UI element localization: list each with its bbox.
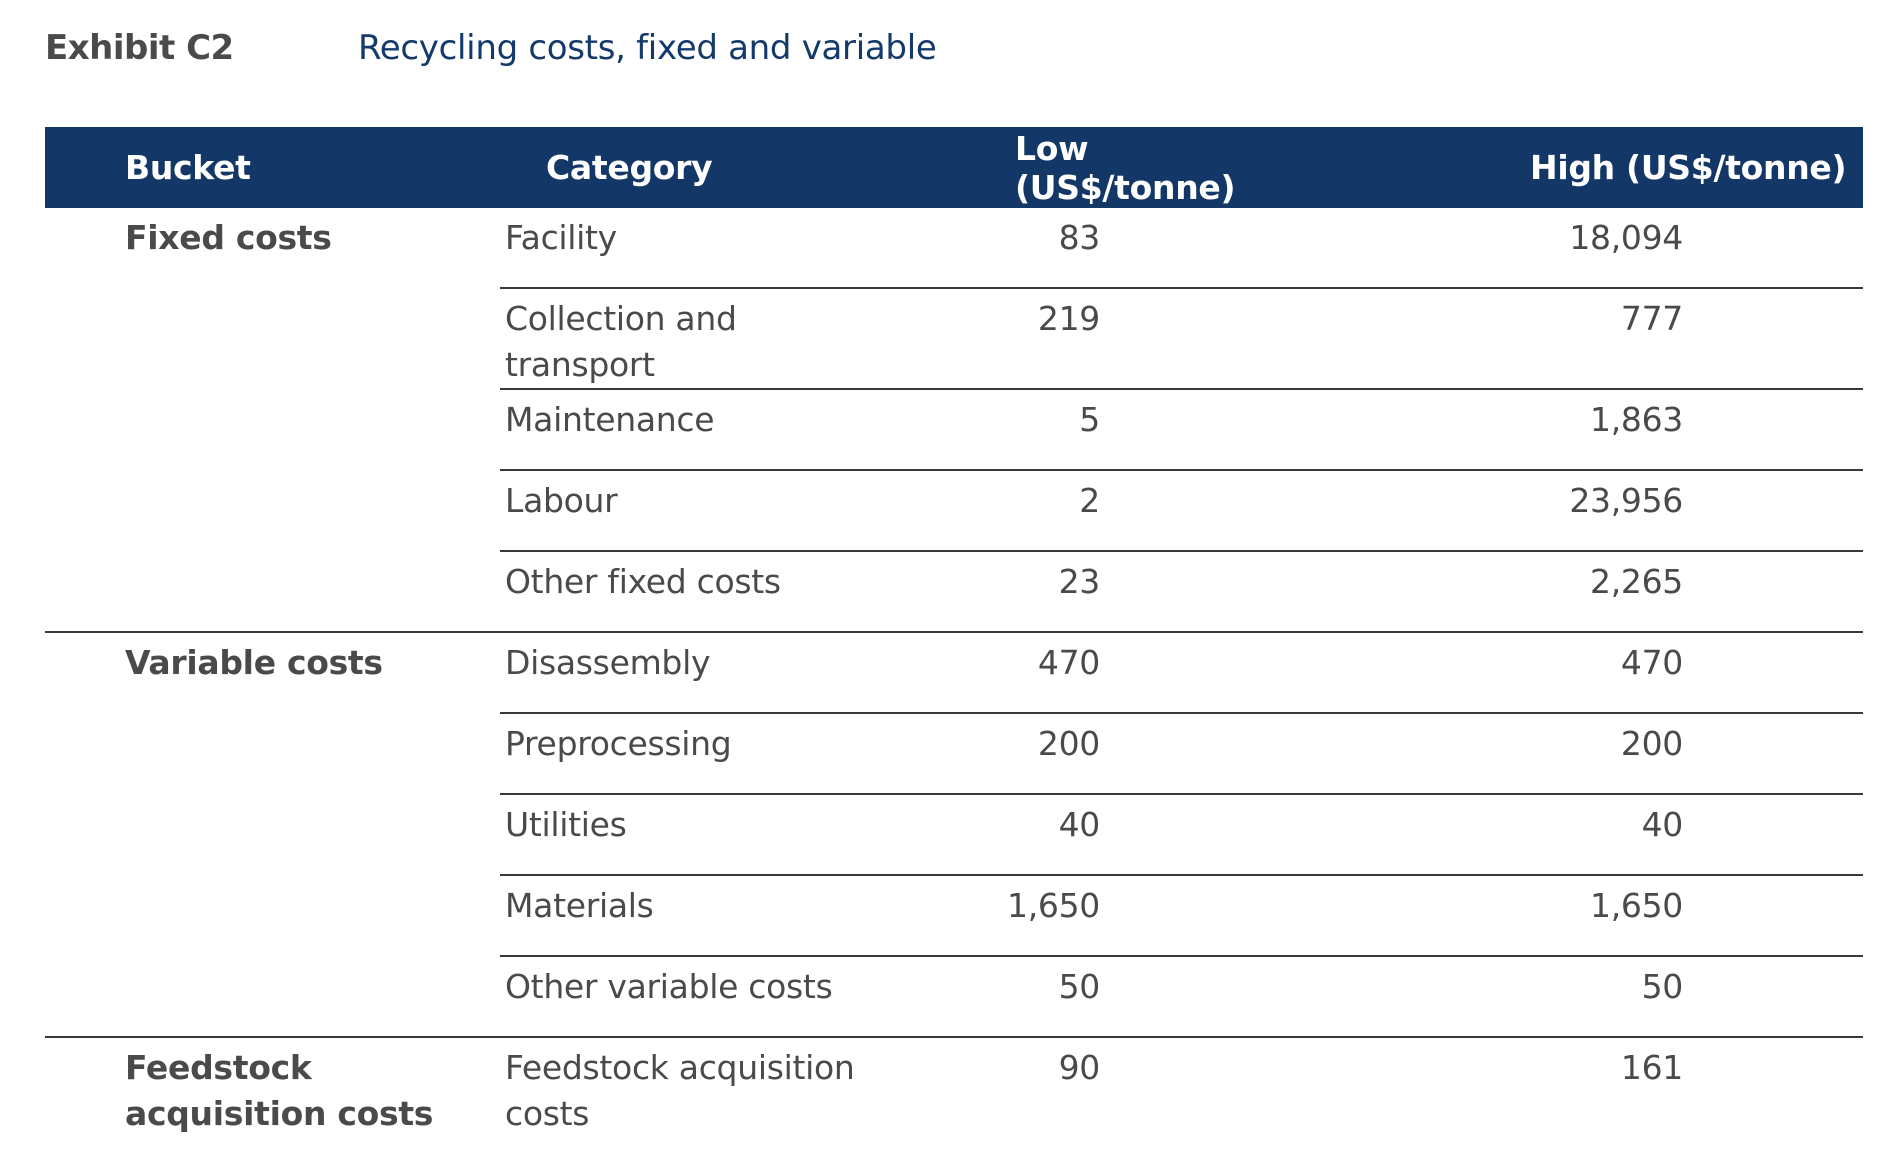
table-row: Materials 1,650 1,650 (45, 875, 1863, 957)
table-row: Feedstock acquisition costs Feedstock ac… (45, 1036, 1863, 1155)
category-cell: Collection and transport (500, 288, 890, 390)
table-body: Fixed costs Facility 83 18,094 Collectio… (45, 208, 1863, 1155)
low-value-cell: 40 (890, 794, 1290, 876)
bucket-variable-costs: Variable costs (45, 631, 500, 1037)
table-row: Preprocessing 200 200 (45, 713, 1863, 795)
high-value-cell: 23,956 (1290, 470, 1863, 552)
low-value-cell: 83 (890, 208, 1290, 289)
high-value-cell: 470 (1290, 631, 1863, 714)
header-row: Bucket Category Low (US$/tonne) High (US… (45, 127, 1863, 208)
category-cell: Labour (500, 470, 890, 552)
low-value-cell: 50 (1058, 967, 1101, 1006)
table-row: Other fixed costs 23 2,265 (45, 551, 1863, 632)
category-cell: Maintenance (500, 389, 890, 471)
exhibit-label: Exhibit C2 (45, 28, 234, 68)
high-value-cell: 50 (1641, 967, 1684, 1006)
high-value-cell: 777 (1290, 288, 1863, 390)
category-cell: Utilities (500, 794, 890, 876)
low-value-cell: 2 (890, 470, 1290, 552)
high-value-cell: 18,094 (1290, 208, 1863, 289)
low-value-cell: 200 (890, 713, 1290, 795)
category-cell: Materials (500, 875, 890, 957)
category-cell: Other fixed costs (505, 562, 781, 601)
table-row: Labour 2 23,956 (45, 470, 1863, 552)
high-value-cell: 2,265 (1590, 562, 1683, 601)
category-cell: Facility (500, 208, 890, 289)
cost-table-container: Bucket Category Low (US$/tonne) High (US… (45, 127, 1863, 1155)
low-value-cell: 23 (1058, 562, 1101, 601)
high-value-cell: 161 (1290, 1036, 1863, 1155)
low-value-cell: 219 (890, 288, 1290, 390)
high-value-cell: 200 (1290, 713, 1863, 795)
low-value-cell: 1,650 (890, 875, 1290, 957)
bucket-fixed-costs: Fixed costs (125, 218, 332, 257)
exhibit-header: Exhibit C2 Recycling costs, fixed and va… (45, 22, 1888, 74)
table-row: Utilities 40 40 (45, 794, 1863, 876)
category-cell: Disassembly (500, 631, 890, 714)
table-row: Collection and transport 219 777 (45, 288, 1863, 390)
table-row: Fixed costs Facility 83 18,094 (45, 208, 1863, 289)
category-cell: Other variable costs (505, 967, 833, 1006)
cost-table: Bucket Category Low (US$/tonne) High (US… (45, 127, 1863, 1155)
low-value-cell: 90 (890, 1036, 1290, 1155)
column-header-low: Low (US$/tonne) (890, 127, 1290, 208)
low-value-cell: 470 (890, 631, 1290, 714)
column-header-category: Category (500, 127, 890, 208)
table-row: Other variable costs 50 50 (45, 956, 1863, 1037)
low-value-cell: 5 (890, 389, 1290, 471)
table-row: Maintenance 5 1,863 (45, 389, 1863, 471)
category-cell: Feedstock acquisition costs (500, 1036, 890, 1155)
high-value-cell: 40 (1290, 794, 1863, 876)
table-row: Variable costs Disassembly 470 470 (45, 631, 1863, 1037)
exhibit-title: Recycling costs, fixed and variable (358, 28, 937, 68)
column-header-bucket: Bucket (45, 127, 500, 208)
category-cell: Preprocessing (500, 713, 890, 795)
table-header: Bucket Category Low (US$/tonne) High (US… (45, 127, 1863, 208)
bucket-feedstock-acquisition-costs: Feedstock acquisition costs (45, 1036, 500, 1155)
high-value-cell: 1,863 (1290, 389, 1863, 471)
column-header-high: High (US$/tonne) (1290, 127, 1863, 208)
high-value-cell: 1,650 (1290, 875, 1863, 957)
